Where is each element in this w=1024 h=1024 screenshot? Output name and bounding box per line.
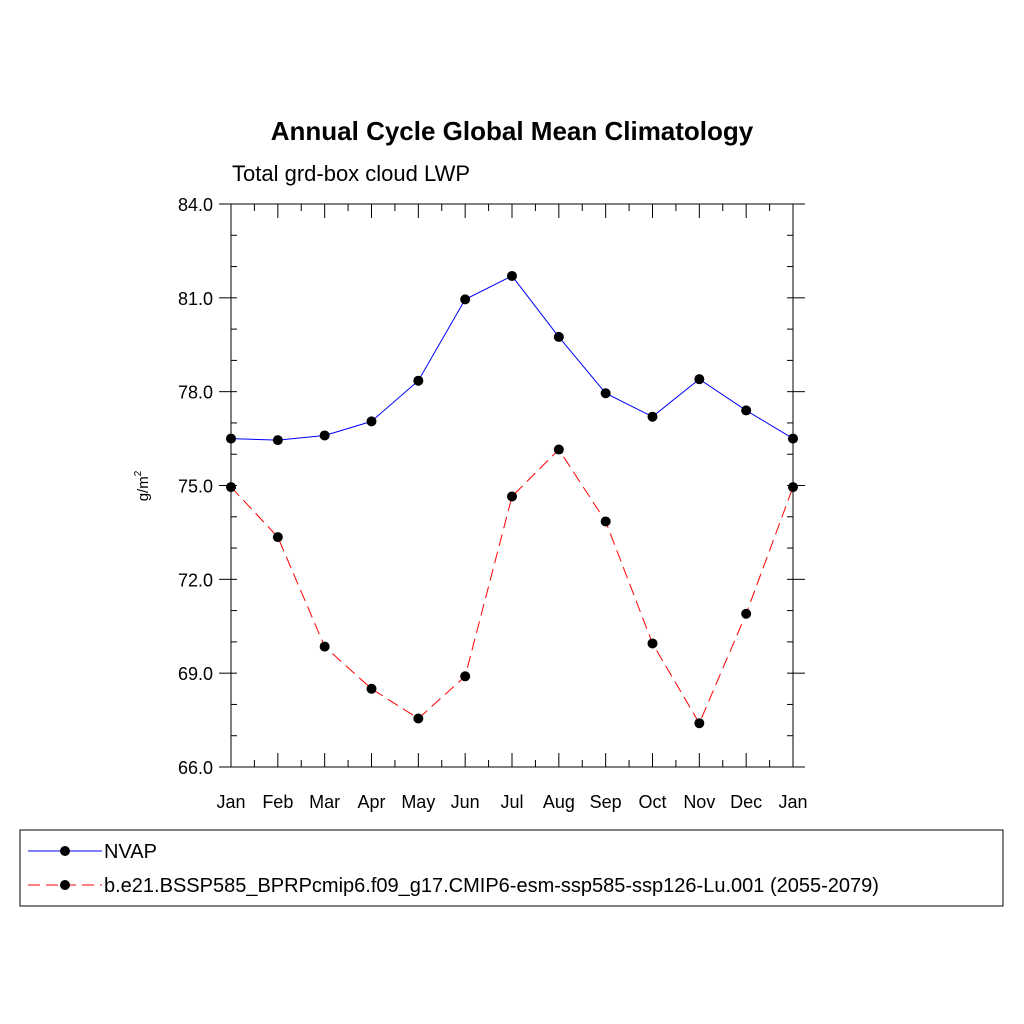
x-tick-label: Apr (357, 792, 385, 812)
legend-label-1: NVAP (104, 841, 157, 863)
x-tick-label: Nov (683, 792, 715, 812)
data-point (553, 444, 564, 455)
y-tick-label: 78.0 (178, 383, 213, 403)
series-line-1 (230, 275, 794, 441)
legend-box (19, 829, 1004, 907)
x-tick-label: Mar (309, 792, 340, 812)
y-axis-label: g/m2 (133, 470, 152, 501)
data-point (366, 683, 377, 694)
plot-frame (230, 203, 794, 768)
data-point (741, 405, 752, 416)
x-tick-label: May (401, 792, 435, 812)
data-point (600, 516, 611, 527)
x-tick-label: Oct (638, 792, 666, 812)
y-tick-label: 84.0 (178, 195, 213, 215)
x-tick-label: Feb (262, 792, 293, 812)
legend: NVAP b.e21.BSSP585_BPRPcmip6.f09_g17.CMIP… (19, 829, 1004, 907)
legend-label-2: b.e21.BSSP585_BPRPcmip6.f09_g17.CMIP6-es… (104, 875, 879, 897)
chart-subtitle: Total grd-box cloud LWP (232, 161, 470, 186)
series-line-2 (230, 448, 794, 725)
y-axis-label-superscript: 2 (133, 470, 144, 476)
x-tick-label: Jul (500, 792, 523, 812)
data-point (319, 641, 330, 652)
x-tick-label: Jun (451, 792, 480, 812)
x-tick-label: Aug (543, 792, 575, 812)
data-point (647, 638, 658, 649)
x-tick-label: Dec (730, 792, 762, 812)
legend-marker-1 (60, 846, 70, 856)
y-tick-label: 72.0 (178, 570, 213, 590)
data-point (507, 491, 517, 502)
data-point (553, 331, 564, 342)
x-tick-label: Jan (216, 792, 245, 812)
x-tick-label: Sep (590, 792, 622, 812)
x-tick-label: Jan (778, 792, 807, 812)
y-tick-label: 69.0 (178, 664, 213, 684)
data-point (272, 435, 283, 446)
svg-text:g/m2: g/m2 (133, 470, 152, 501)
data-point (413, 375, 424, 386)
data-point (507, 270, 517, 281)
series-layer (226, 270, 798, 729)
data-point (366, 416, 377, 427)
legend-marker-2 (60, 880, 70, 890)
data-point (600, 388, 611, 399)
y-tick-labels: 66.0 69.0 72.0 75.0 78.0 81.0 84.0 (178, 195, 213, 778)
data-point (413, 713, 424, 724)
y-tick-label: 66.0 (178, 758, 213, 778)
x-tick-labels: Jan Feb Mar Apr May Jun Jul Aug Sep Oct Nov Dec Jan (216, 792, 807, 812)
data-point (694, 718, 705, 729)
y-axis-label-text: g/m (135, 476, 152, 501)
data-point (741, 608, 752, 619)
y-tick-label: 81.0 (178, 289, 213, 309)
axis-ticks (219, 203, 805, 768)
data-point (694, 374, 705, 385)
data-point (460, 294, 471, 305)
data-point (272, 532, 283, 543)
data-point (647, 411, 658, 422)
y-tick-label: 75.0 (178, 477, 213, 497)
chart-title: Annual Cycle Global Mean Climatology (271, 116, 754, 146)
data-point (319, 430, 330, 441)
data-point (460, 671, 471, 682)
